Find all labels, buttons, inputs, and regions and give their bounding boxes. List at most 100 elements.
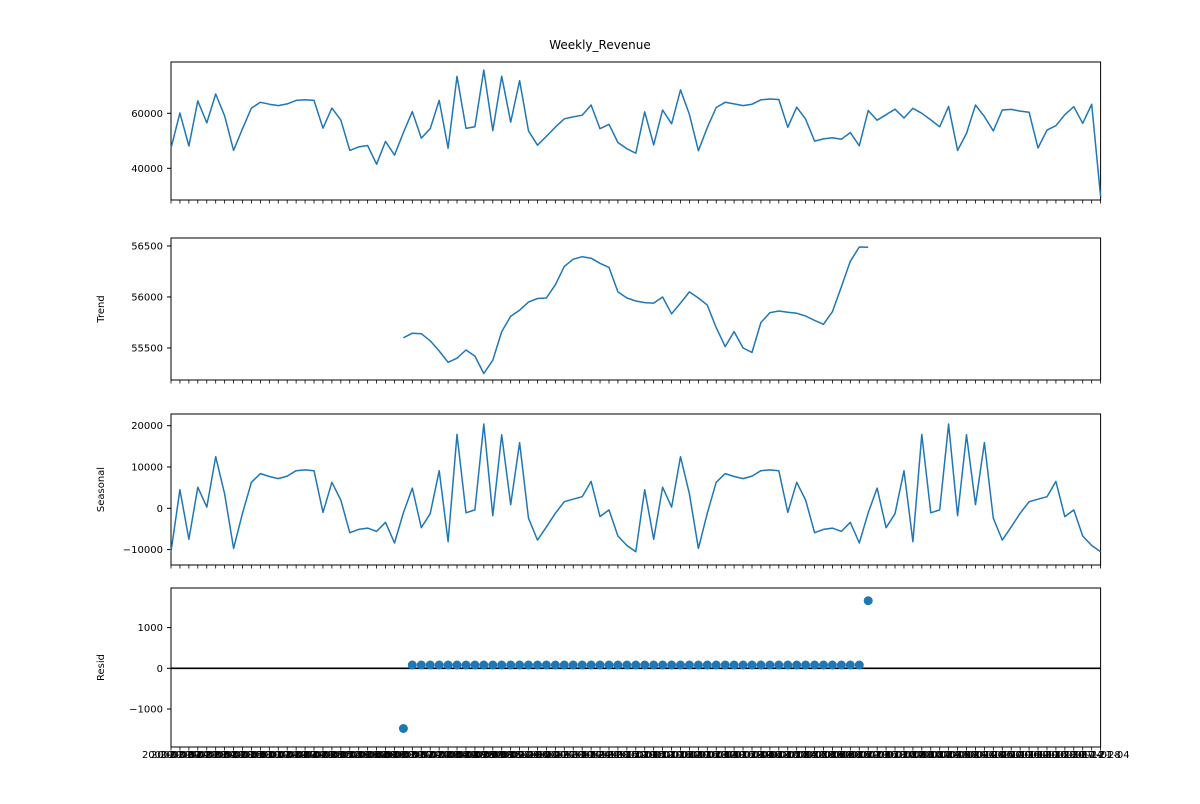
x-tick-label: 2001-05-04: [759, 750, 817, 761]
x-tick-label: 2001-12-07: [1036, 750, 1094, 761]
resid-point: [568, 660, 578, 670]
resid-point: [845, 660, 855, 670]
x-tick-label: 2001-10-26: [982, 750, 1040, 761]
x-tick-label: 2000-01-07: [142, 750, 200, 761]
resid-point: [684, 660, 694, 670]
x-tick-label: 2001-07-13: [848, 750, 906, 761]
resid-point: [836, 660, 846, 670]
x-tick-label: 2000-11-17: [544, 750, 602, 761]
x-tick-label: 2000-08-18: [428, 750, 486, 761]
x-tick-label: 2000-01-28: [169, 750, 227, 761]
x-tick-label: 2001-11-09: [1000, 750, 1058, 761]
x-tick-label: 2000-12-15: [580, 750, 638, 761]
resid-point: [631, 660, 641, 670]
x-tick-label: 2001-12-14: [1045, 750, 1103, 761]
x-tick-label: 2000-04-21: [276, 750, 334, 761]
resid-point: [506, 660, 516, 670]
resid-point: [854, 660, 864, 670]
x-tick-label: 2001-04-13: [732, 750, 790, 761]
x-tick-label: 2000-06-23: [356, 750, 414, 761]
x-tick-label: 2001-01-19: [625, 750, 683, 761]
x-tick-label: 2000-07-21: [392, 750, 450, 761]
resid-point: [533, 660, 542, 670]
resid-point: [541, 660, 551, 670]
resid-point: [810, 660, 820, 670]
x-tick-label: 2001-03-09: [687, 750, 745, 761]
resid-point: [667, 660, 677, 670]
panel-seasonal: −10000 0 10000 20000 Seasonal: [96, 413, 1102, 569]
resid-point: [559, 660, 569, 670]
resid-point: [676, 660, 685, 670]
resid-point: [434, 660, 444, 670]
x-tick-label: 2000-05-12: [303, 750, 361, 761]
x-date-labels: 2000-01-072000-01-142000-01-212000-01-28…: [142, 750, 1130, 761]
resid-point: [783, 660, 793, 670]
y-tick-label: 60000: [131, 109, 163, 120]
x-tick-label: 2000-02-11: [187, 750, 245, 761]
x-tick-label: 2000-10-27: [517, 750, 575, 761]
x-tick-label: 2001-05-18: [777, 750, 835, 761]
ylabel-resid: Resid: [96, 654, 107, 681]
resid-point: [425, 660, 435, 670]
x-tick-label: 2001-10-19: [973, 750, 1031, 761]
resid-point: [452, 660, 462, 670]
x-tick-label: 2001-04-06: [723, 750, 781, 761]
x-tick-label: 2000-10-13: [499, 750, 557, 761]
resid-point: [720, 660, 730, 670]
x-tick-label: 2001-09-28: [946, 750, 1004, 761]
resid-point: [479, 660, 489, 670]
x-tick-label: 2001-08-31: [911, 750, 969, 761]
resid-point: [550, 660, 560, 670]
resid-point: [398, 724, 408, 733]
resid-point: [792, 660, 802, 670]
x-tick-label: 2001-08-10: [884, 750, 942, 761]
resid-point: [649, 660, 659, 670]
x-tick-label: 2000-04-14: [267, 750, 325, 761]
x-tick-label: 2001-07-20: [857, 750, 915, 761]
seasonal-line: [170, 423, 1102, 553]
x-tick-label: 2001-01-26: [634, 750, 692, 761]
x-tick-label: 2001-11-30: [1027, 750, 1085, 761]
resid-point: [586, 660, 596, 670]
y-tick-label: −10000: [123, 545, 163, 556]
x-tick-label: 2000-06-30: [365, 750, 423, 761]
trend-line: [403, 246, 869, 375]
x-tick-label: 2000-01-21: [160, 750, 218, 761]
x-tick-label: 2001-08-03: [875, 750, 933, 761]
x-tick-label: 2000-06-09: [339, 750, 397, 761]
resid-point: [774, 660, 784, 670]
x-tick-label: 2000-09-15: [464, 750, 522, 761]
x-tick-label: 2000-05-26: [321, 750, 379, 761]
x-tick-label: 2001-04-27: [750, 750, 808, 761]
resid-point: [640, 660, 650, 670]
resid-point: [863, 596, 873, 606]
resid-point: [738, 660, 748, 670]
y-tick-label: 55500: [131, 343, 163, 354]
x-tick-label: 2001-12-21: [1054, 750, 1112, 761]
resid-point: [416, 660, 426, 670]
x-tick-label: 2000-03-10: [222, 750, 280, 761]
panel-trend: 55500 56000 56500 Trend: [96, 237, 1102, 384]
ylabel-trend: Trend: [96, 295, 107, 323]
x-tick-label: 2000-12-08: [571, 750, 629, 761]
resid-point: [604, 660, 614, 670]
x-tick-label: 2000-07-28: [401, 750, 459, 761]
x-tick-label: 2001-03-23: [705, 750, 763, 761]
x-tick-label: 2001-04-20: [741, 750, 799, 761]
resid-point: [524, 660, 533, 670]
resid-point: [801, 660, 811, 670]
y-tick-label: 0: [157, 664, 163, 675]
x-tick-label: 2001-11-23: [1018, 750, 1076, 761]
y-tick-label: 40000: [131, 164, 163, 175]
x-tick-label: 2001-06-29: [830, 750, 888, 761]
resid-point: [827, 660, 837, 670]
resid-point: [577, 660, 587, 670]
chart-title: Weekly_Revenue: [549, 38, 651, 52]
x-tick-label: 2000-09-01: [446, 750, 504, 761]
x-tick-label: 2000-11-24: [553, 750, 611, 761]
resid-point: [443, 660, 453, 670]
y-tick-label: 56500: [131, 241, 163, 252]
x-tick-label: 2000-09-29: [482, 750, 540, 761]
x-tick-label: 2000-03-03: [213, 750, 271, 761]
